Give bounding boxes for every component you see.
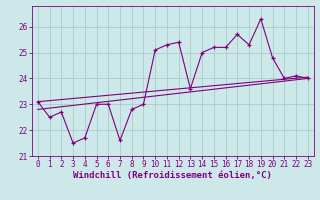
- X-axis label: Windchill (Refroidissement éolien,°C): Windchill (Refroidissement éolien,°C): [73, 171, 272, 180]
